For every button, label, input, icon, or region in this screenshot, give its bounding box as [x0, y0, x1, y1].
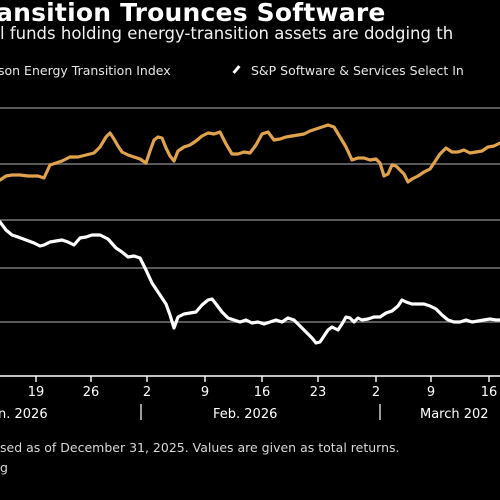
month-label-1: Feb. 2026 [213, 407, 277, 422]
legend-item-energy: son Energy Transition Index [0, 63, 171, 78]
x-tick-label-4: 16 [254, 385, 271, 400]
chart-subtitle: l funds holding energy-transition assets… [0, 24, 454, 43]
chart-series [0, 123, 500, 345]
x-tick-label-5: 23 [310, 385, 327, 400]
x-tick-label-0: 19 [28, 385, 45, 400]
series-line-0 [0, 123, 500, 184]
x-tick-label-8: 16 [481, 385, 498, 400]
month-label-2: March 202 [420, 407, 489, 422]
series-line-1 [0, 220, 500, 345]
x-tick-label-7: 9 [427, 385, 435, 400]
legend-label-energy: son Energy Transition Index [0, 63, 171, 78]
chart-footnote: sed as of December 31, 2025. Values are … [0, 440, 400, 455]
x-tick-label-3: 9 [201, 385, 209, 400]
month-label-0: n. 2026 [0, 407, 48, 422]
legend-item-software: S&P Software & Services Select In [232, 63, 464, 78]
chart-source: g [0, 460, 8, 475]
legend-label-software: S&P Software & Services Select In [250, 63, 464, 78]
x-tick-label-6: 2 [372, 385, 380, 400]
x-tick-label-2: 2 [143, 385, 151, 400]
chart-gridlines [0, 107, 500, 323]
chart-title: ansition Trounces Software [0, 0, 386, 27]
x-tick-label-1: 26 [83, 385, 100, 400]
chart-x-axis: 19 26 2 9 16 23 2 9 16 n. 2026 Feb. 2026 March 202 [0, 375, 500, 422]
